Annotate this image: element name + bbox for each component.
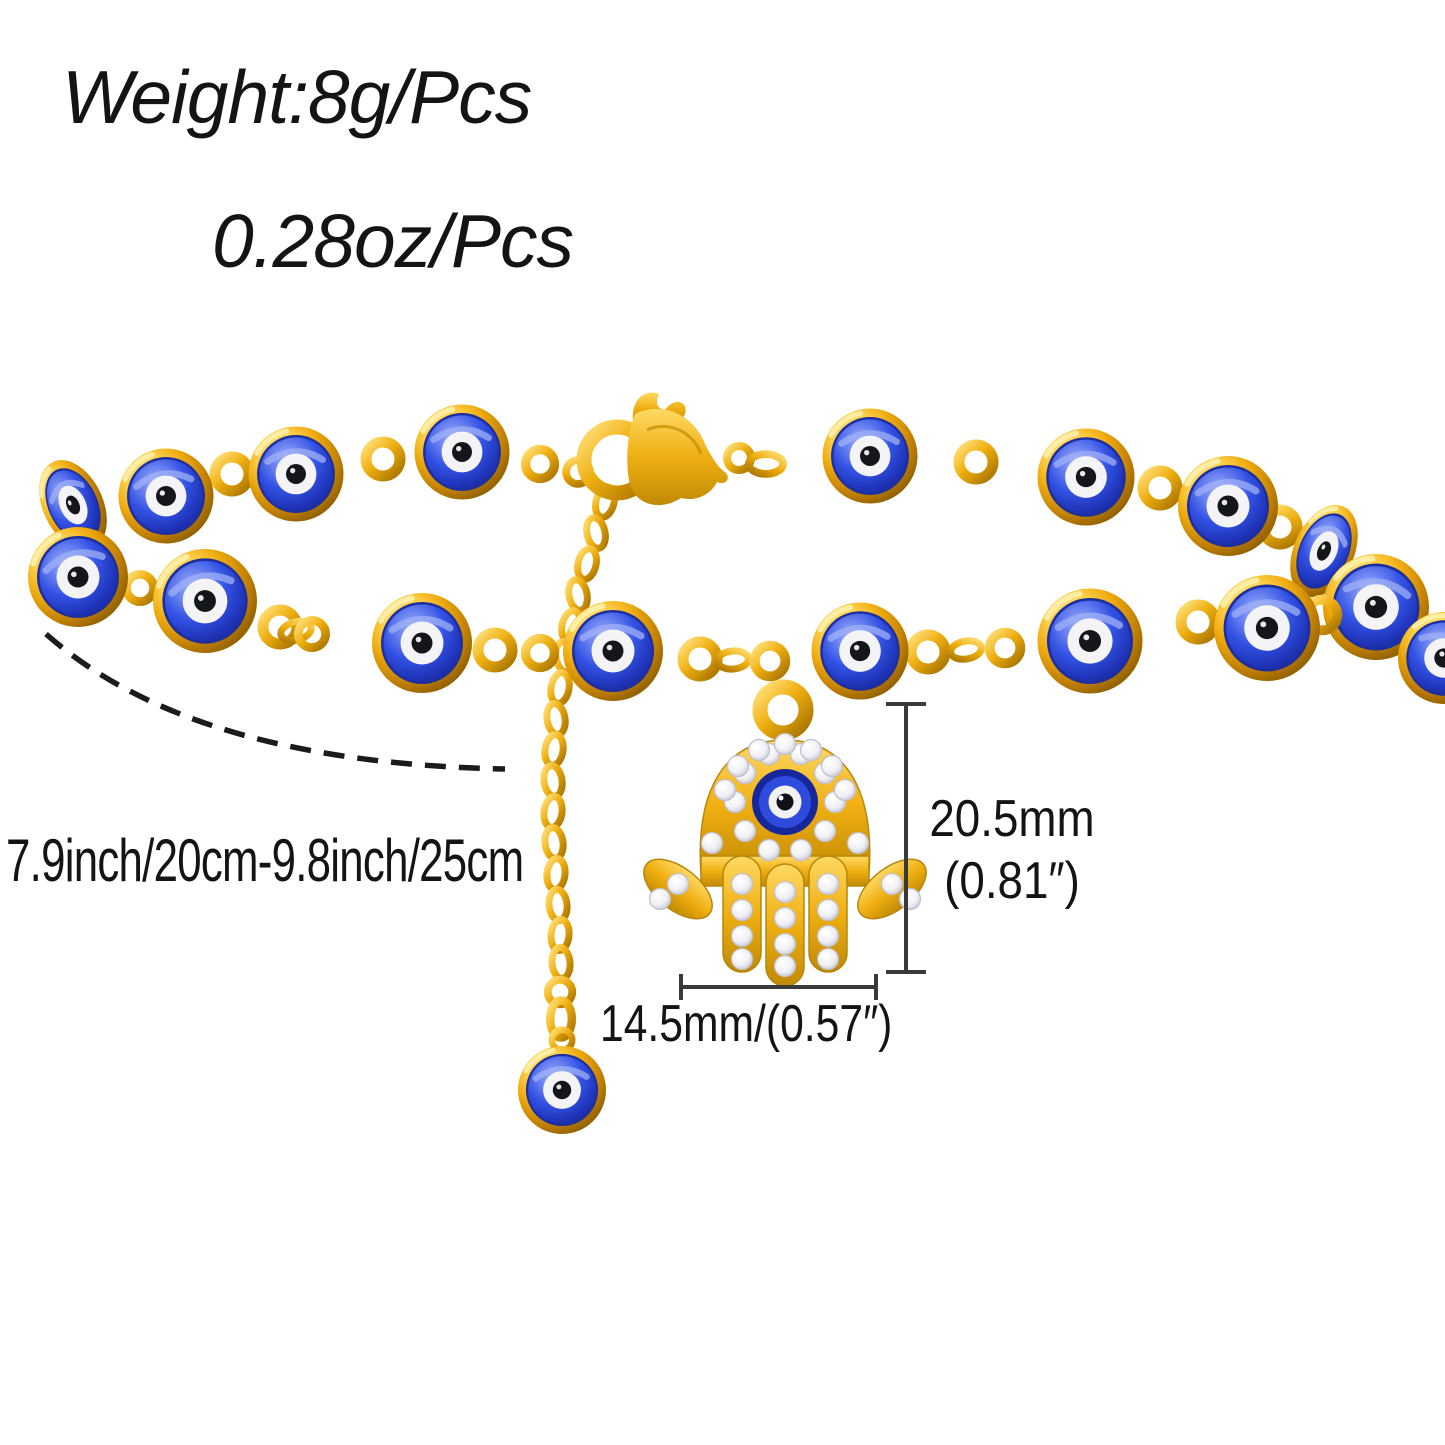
evil-eye-bead — [1178, 456, 1278, 556]
chain-link — [990, 633, 1021, 664]
drop-evil-eye-bead — [518, 1046, 606, 1134]
evil-eye-bead — [1038, 429, 1135, 526]
chain-link — [1181, 605, 1215, 639]
hamsa-evil-eye — [752, 769, 818, 835]
evil-eye-bead — [563, 601, 663, 701]
evil-eye-bead — [1214, 575, 1320, 681]
extender-chain — [542, 485, 618, 1050]
chain-link — [366, 442, 400, 476]
evil-eye-bead — [823, 409, 918, 504]
evil-eye-bead — [1038, 589, 1143, 694]
chain-link — [526, 450, 555, 479]
evil-eye-bead — [415, 405, 510, 500]
weight-grams-label: Weight:8g/Pcs — [62, 55, 532, 139]
evil-eye-bead — [249, 427, 344, 522]
chain-link — [1143, 471, 1177, 505]
hamsa-charm — [643, 679, 927, 987]
chain-link — [949, 638, 983, 661]
charm-width-label: 14.5mm/(0.57″) — [600, 995, 893, 1053]
chain-link — [215, 457, 249, 491]
charm-height-label: 20.5mm (0.81″) — [880, 788, 1144, 912]
length-range-label: 7.9inch/20cm-9.8inch/25cm — [6, 827, 524, 894]
height-dimension-line — [886, 702, 926, 974]
chain-link — [749, 454, 783, 474]
bracelet-top-arc — [26, 392, 1445, 716]
evil-eye-bead — [19, 518, 138, 637]
evil-eye-bead — [812, 603, 909, 700]
length-guide-dashed-line — [44, 631, 506, 772]
chain-link — [478, 633, 512, 667]
width-dimension-line — [679, 974, 878, 1000]
charm-height-inch: (0.81″) — [944, 852, 1080, 910]
bracelet-bottom-arc — [19, 518, 1338, 701]
charm-height-mm: 20.5mm — [929, 790, 1095, 848]
chain-link — [755, 646, 786, 677]
weight-ounces-label: 0.28oz/Pcs — [212, 199, 574, 283]
evil-eye-bead — [114, 444, 218, 548]
charm-bail-ring — [752, 679, 814, 741]
evil-eye-bead — [372, 593, 472, 693]
chain-link — [126, 574, 153, 601]
chain-link — [683, 642, 717, 676]
evil-eye-bead — [145, 541, 265, 661]
chain-link — [959, 445, 993, 479]
lobster-clasp — [576, 392, 755, 506]
chain-link — [526, 639, 555, 668]
chain-link — [911, 635, 945, 669]
